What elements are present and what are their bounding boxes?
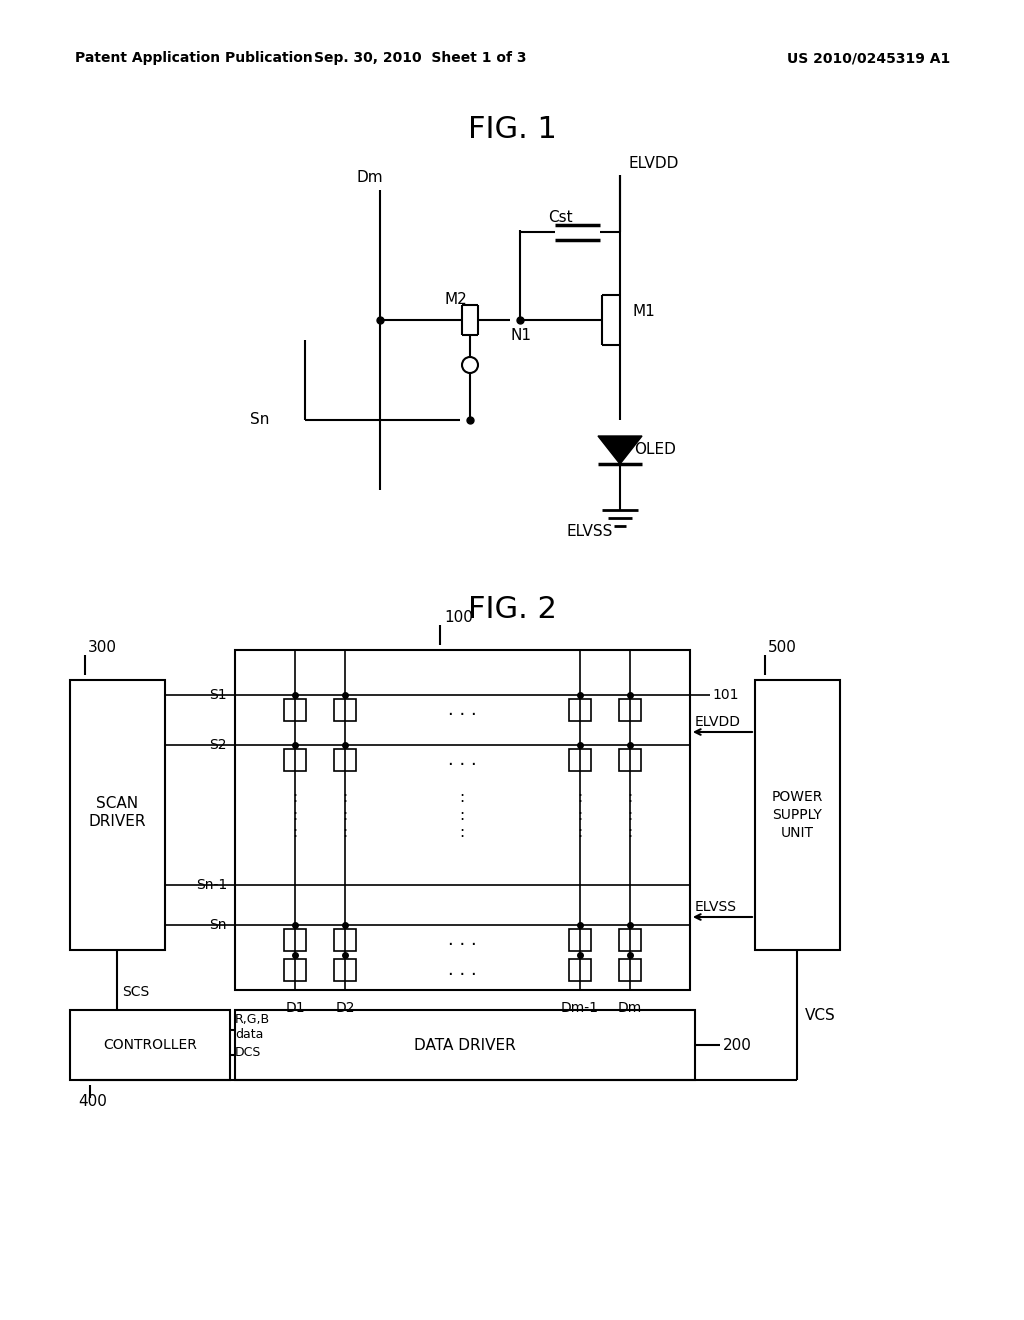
Bar: [334, 700, 356, 721]
Text: FIG. 1: FIG. 1: [468, 116, 556, 144]
Text: 300: 300: [88, 640, 117, 656]
Text: ELVDD: ELVDD: [628, 156, 678, 170]
Text: Sep. 30, 2010  Sheet 1 of 3: Sep. 30, 2010 Sheet 1 of 3: [313, 51, 526, 65]
Text: :
:
:: : : :: [628, 791, 633, 840]
Text: 400: 400: [78, 1094, 106, 1110]
Text: Dm: Dm: [617, 1001, 642, 1015]
Bar: [334, 929, 356, 950]
Bar: [70, 680, 165, 950]
Text: 200: 200: [723, 1038, 752, 1052]
Bar: [569, 929, 591, 950]
Text: 100: 100: [444, 610, 474, 626]
Bar: [618, 748, 641, 771]
Bar: [70, 1010, 230, 1080]
Text: S2: S2: [210, 738, 227, 752]
Text: 101: 101: [712, 688, 738, 702]
Text: DATA DRIVER: DATA DRIVER: [414, 1038, 516, 1052]
Text: UNIT: UNIT: [781, 826, 814, 840]
Text: :
:
:: : : :: [578, 791, 583, 840]
Text: data: data: [234, 1028, 263, 1041]
Bar: [284, 748, 306, 771]
Bar: [618, 700, 641, 721]
Bar: [234, 649, 690, 990]
Text: SCS: SCS: [122, 985, 150, 999]
Text: Sn: Sn: [250, 412, 269, 428]
Bar: [569, 700, 591, 721]
Bar: [284, 929, 306, 950]
Text: Dm-1: Dm-1: [561, 1001, 599, 1015]
Text: R,G,B: R,G,B: [234, 1014, 270, 1027]
Text: SCAN: SCAN: [96, 796, 138, 810]
Text: . . .: . . .: [447, 961, 476, 979]
Bar: [334, 960, 356, 981]
Text: :
:
:: : : :: [342, 791, 347, 840]
Text: D2: D2: [335, 1001, 354, 1015]
Bar: [569, 960, 591, 981]
Text: OLED: OLED: [634, 442, 676, 458]
Text: D1: D1: [286, 1001, 305, 1015]
Polygon shape: [598, 436, 642, 465]
Text: POWER: POWER: [772, 789, 823, 804]
Text: ELVSS: ELVSS: [695, 900, 737, 913]
Text: :
:
:: : : :: [460, 791, 465, 840]
Text: 500: 500: [768, 640, 797, 656]
Text: Cst: Cst: [548, 210, 572, 226]
Bar: [334, 748, 356, 771]
Text: FIG. 2: FIG. 2: [468, 595, 556, 624]
Text: US 2010/0245319 A1: US 2010/0245319 A1: [786, 51, 950, 65]
Text: :
:
:: : : :: [293, 791, 298, 840]
Text: VCS: VCS: [805, 1007, 836, 1023]
Text: M1: M1: [632, 305, 654, 319]
Text: . . .: . . .: [447, 751, 476, 770]
Text: Dm: Dm: [356, 170, 383, 186]
Text: . . .: . . .: [447, 931, 476, 949]
Text: SUPPLY: SUPPLY: [772, 808, 822, 822]
Text: ELVSS: ELVSS: [567, 524, 613, 540]
Text: ELVDD: ELVDD: [695, 715, 741, 729]
Text: Sn-1: Sn-1: [196, 878, 227, 892]
Text: CONTROLLER: CONTROLLER: [103, 1038, 197, 1052]
Text: . . .: . . .: [447, 701, 476, 719]
Bar: [569, 748, 591, 771]
Text: N1: N1: [510, 327, 531, 342]
Text: DRIVER: DRIVER: [89, 813, 146, 829]
Bar: [284, 960, 306, 981]
Bar: [234, 1010, 695, 1080]
Bar: [618, 929, 641, 950]
Text: Sn: Sn: [210, 917, 227, 932]
Text: S1: S1: [209, 688, 227, 702]
Text: Patent Application Publication: Patent Application Publication: [75, 51, 312, 65]
Text: DCS: DCS: [234, 1045, 261, 1059]
Bar: [755, 680, 840, 950]
Bar: [284, 700, 306, 721]
Text: M2: M2: [445, 293, 468, 308]
Bar: [618, 960, 641, 981]
